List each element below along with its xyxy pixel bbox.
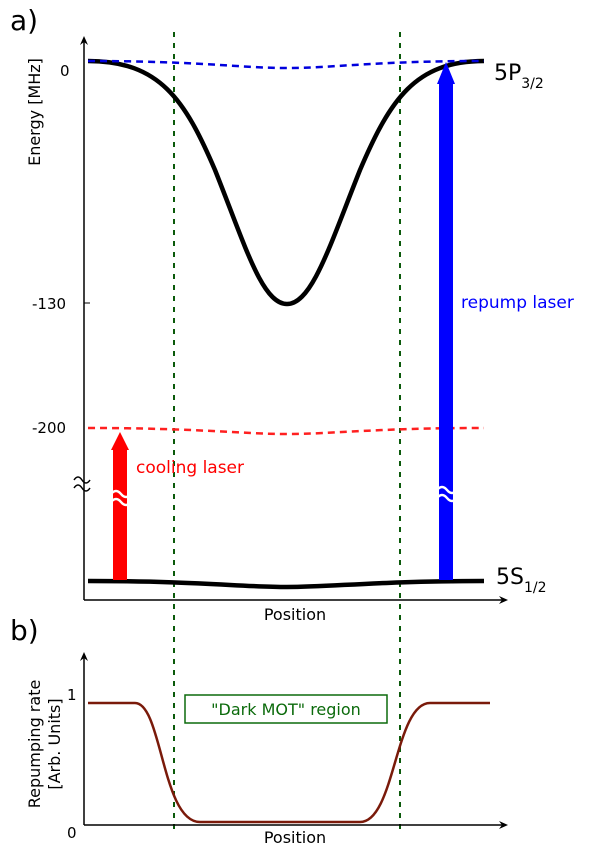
panel-b-x-axis-label: Position [264, 828, 326, 846]
panel-a-x-axis-label: Position [264, 605, 326, 624]
panel-a-label: a) [10, 4, 38, 37]
repump-laser-label: repump laser [461, 293, 574, 313]
panel-b-label: b) [10, 614, 39, 647]
level-label-5p: 5P3/2 [494, 61, 544, 92]
tick-label-0: 0 [60, 62, 70, 80]
cooling-laser-label: cooling laser [136, 458, 244, 478]
tick-label-minus-130: -130 [32, 295, 66, 313]
tick-label-minus-200: -200 [32, 419, 66, 437]
excited-state-curve [87, 58, 485, 307]
panel-b-y-axis-label-line2: [Arb. Units] [45, 698, 64, 789]
axis-break-icon [73, 476, 91, 492]
panel-a: a) 0 -130 -200 Energy [MHz] Position 5P3… [10, 4, 574, 832]
cooling-laser-arrow [110, 432, 132, 580]
repump-resonance-line [87, 59, 485, 70]
panel-b: b) 1 0 Repumping rate [Arb. Units] Posit… [10, 614, 508, 846]
dark-mot-region-label: "Dark MOT" region [211, 700, 361, 719]
panel-b-y-axis-label-line1: Repumping rate [25, 680, 44, 809]
tick-label-1: 1 [67, 686, 77, 704]
dark-mot-region-box [184, 694, 388, 724]
panel-a-y-axis-label: Energy [MHz] [25, 58, 44, 166]
repumping-rate-curve [88, 701, 490, 824]
repump-laser-arrow [436, 62, 458, 580]
ground-state-curve [87, 578, 485, 590]
tick-label-0-b: 0 [67, 824, 77, 842]
level-label-5s: 5S1/2 [496, 565, 547, 596]
cooling-resonance-line [87, 426, 485, 436]
